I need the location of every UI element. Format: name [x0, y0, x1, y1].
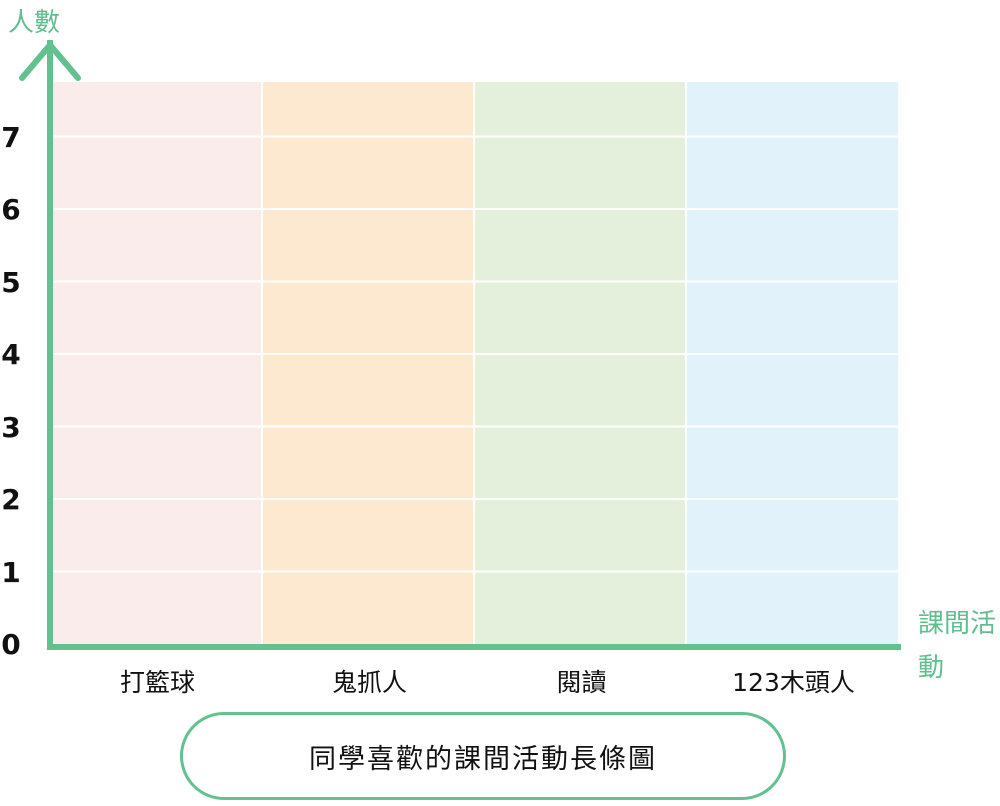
y-tick-label: 5 [1, 265, 21, 299]
y-tick-label: 7 [1, 120, 21, 154]
y-tick-label: 4 [1, 338, 21, 371]
y-tick-label: 2 [1, 483, 21, 516]
y-tick-label: 6 [1, 193, 21, 226]
x-tick-label: 閱讀 [556, 668, 607, 697]
axes [19, 40, 901, 650]
chart-title: 同學喜歡的課間活動長條圖 [309, 743, 657, 775]
x-tick-label: 123木頭人 [732, 668, 855, 697]
category-band [686, 82, 898, 644]
y-tick-label: 1 [1, 555, 21, 589]
category-bands [50, 82, 898, 644]
gridlines [50, 82, 898, 644]
category-band [50, 82, 262, 644]
y-tick-label: 3 [1, 410, 21, 444]
x-axis-label: 課間活動 [918, 609, 997, 683]
x-tick-label: 打籃球 [119, 668, 195, 697]
category-band [262, 82, 474, 644]
x-tick-label: 鬼抓人 [331, 668, 407, 697]
category-band [474, 82, 686, 644]
chart-title-box: 同學喜歡的課間活動長條圖 [180, 712, 786, 800]
y-tick-label: 0 [1, 628, 21, 661]
y-axis-arrow [19, 42, 81, 81]
y-axis-label: 人數 [8, 8, 61, 38]
